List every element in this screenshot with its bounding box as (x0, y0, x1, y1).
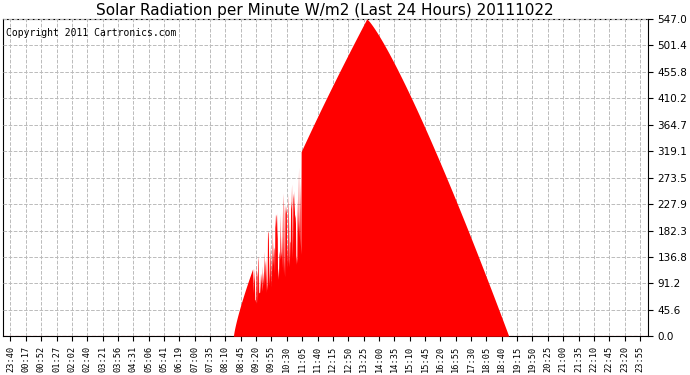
Text: Copyright 2011 Cartronics.com: Copyright 2011 Cartronics.com (6, 28, 177, 39)
Title: Solar Radiation per Minute W/m2 (Last 24 Hours) 20111022: Solar Radiation per Minute W/m2 (Last 24… (97, 3, 554, 18)
